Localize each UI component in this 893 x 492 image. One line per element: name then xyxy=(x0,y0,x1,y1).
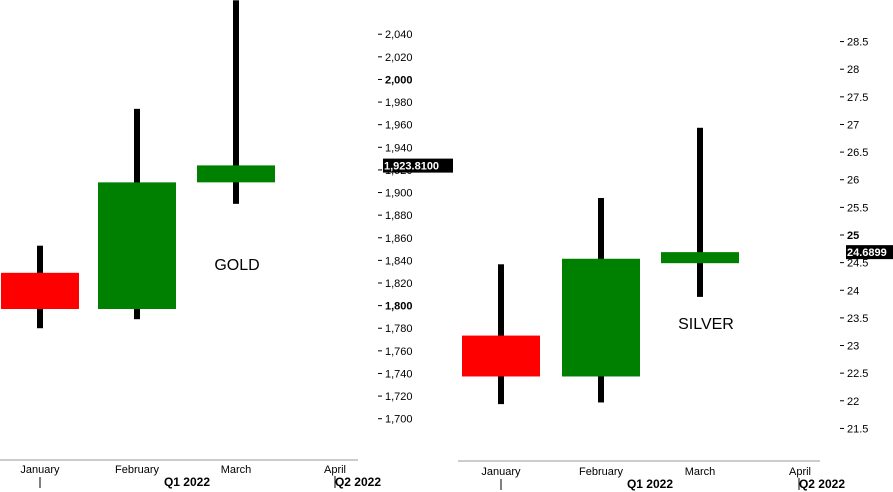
candle-body-january xyxy=(462,335,540,377)
last-price-marker xyxy=(846,245,893,260)
y-tick-label: 1,720 xyxy=(385,391,413,403)
y-tick-label: 1,760 xyxy=(385,346,413,358)
month-label-february: February xyxy=(579,466,624,478)
quarter-label: Q1 2022 xyxy=(164,475,210,489)
y-tick-label: 1,980 xyxy=(385,97,413,109)
y-tick-label: 25 xyxy=(847,230,859,242)
month-label-april: April xyxy=(324,464,346,476)
month-label-january: January xyxy=(481,466,521,478)
y-tick-label: 28 xyxy=(847,64,859,76)
y-tick-label: 26 xyxy=(847,175,859,187)
y-tick-label: 1,900 xyxy=(385,188,413,200)
y-tick-label: 1,800 xyxy=(385,301,413,313)
quarter-label: Q2 2022 xyxy=(799,477,845,491)
month-label-march: March xyxy=(221,464,252,476)
candle-body-march xyxy=(661,252,739,264)
candle-body-march xyxy=(197,165,275,183)
y-tick-label: 26.5 xyxy=(847,147,868,159)
last-price-label: 24.6899 xyxy=(847,247,887,259)
month-label-february: February xyxy=(115,464,160,476)
month-label-april: April xyxy=(789,466,811,478)
y-tick-label: 21.5 xyxy=(847,423,868,435)
y-tick-label: 28.5 xyxy=(847,37,868,49)
candle-wick-march xyxy=(233,0,239,204)
y-tick-label: 1,880 xyxy=(385,210,413,222)
y-tick-label: 25.5 xyxy=(847,202,868,214)
y-tick-label: 2,020 xyxy=(385,52,413,64)
y-tick-label: 1,780 xyxy=(385,323,413,335)
chart-panel-gold: 1,700 1,720 1,740 1,760 1,780 1,800 1,820 1,840… xyxy=(0,0,453,489)
y-tick-label: 22 xyxy=(847,396,859,408)
y-tick-label: 1,740 xyxy=(385,368,413,380)
candle-wick-january xyxy=(498,264,504,405)
y-tick-label: 1,960 xyxy=(385,120,413,132)
y-tick-label: 1,840 xyxy=(385,255,413,267)
y-tick-label: 27.5 xyxy=(847,92,868,104)
y-tick-label: 24 xyxy=(847,285,859,297)
candle-body-february xyxy=(98,182,176,310)
last-price-marker xyxy=(383,158,453,173)
y-tick-label: 23.5 xyxy=(847,313,868,325)
annotation-label: GOLD xyxy=(214,257,259,274)
month-label-march: March xyxy=(685,466,716,478)
y-tick-label: 22.5 xyxy=(847,368,868,380)
candle-body-january xyxy=(1,272,79,310)
y-tick-label: 2,040 xyxy=(385,29,413,41)
annotation-label: SILVER xyxy=(678,316,734,333)
candle-wick-march xyxy=(697,127,703,297)
y-tick-label: 23 xyxy=(847,341,859,353)
y-tick-label: 1,940 xyxy=(385,142,413,154)
y-tick-label: 1,820 xyxy=(385,278,413,290)
quarter-label: Q1 2022 xyxy=(627,477,673,491)
y-tick-label: 24.5 xyxy=(847,258,868,270)
candle-body-february xyxy=(562,258,640,377)
chart-panel-silver: 21.5 22 22.5 23 23.5 24 24.5 25 25.5 26 26.5 27 27.5… xyxy=(458,37,893,491)
last-price-label: 1,923.8100 xyxy=(384,161,439,173)
y-tick-label: 27 xyxy=(847,119,859,131)
y-tick-label: 2,000 xyxy=(385,74,413,86)
month-label-january: January xyxy=(20,464,60,476)
y-tick-label: 1,700 xyxy=(385,414,413,426)
quarter-label: Q2 2022 xyxy=(335,475,381,489)
y-tick-label: 1,860 xyxy=(385,233,413,245)
